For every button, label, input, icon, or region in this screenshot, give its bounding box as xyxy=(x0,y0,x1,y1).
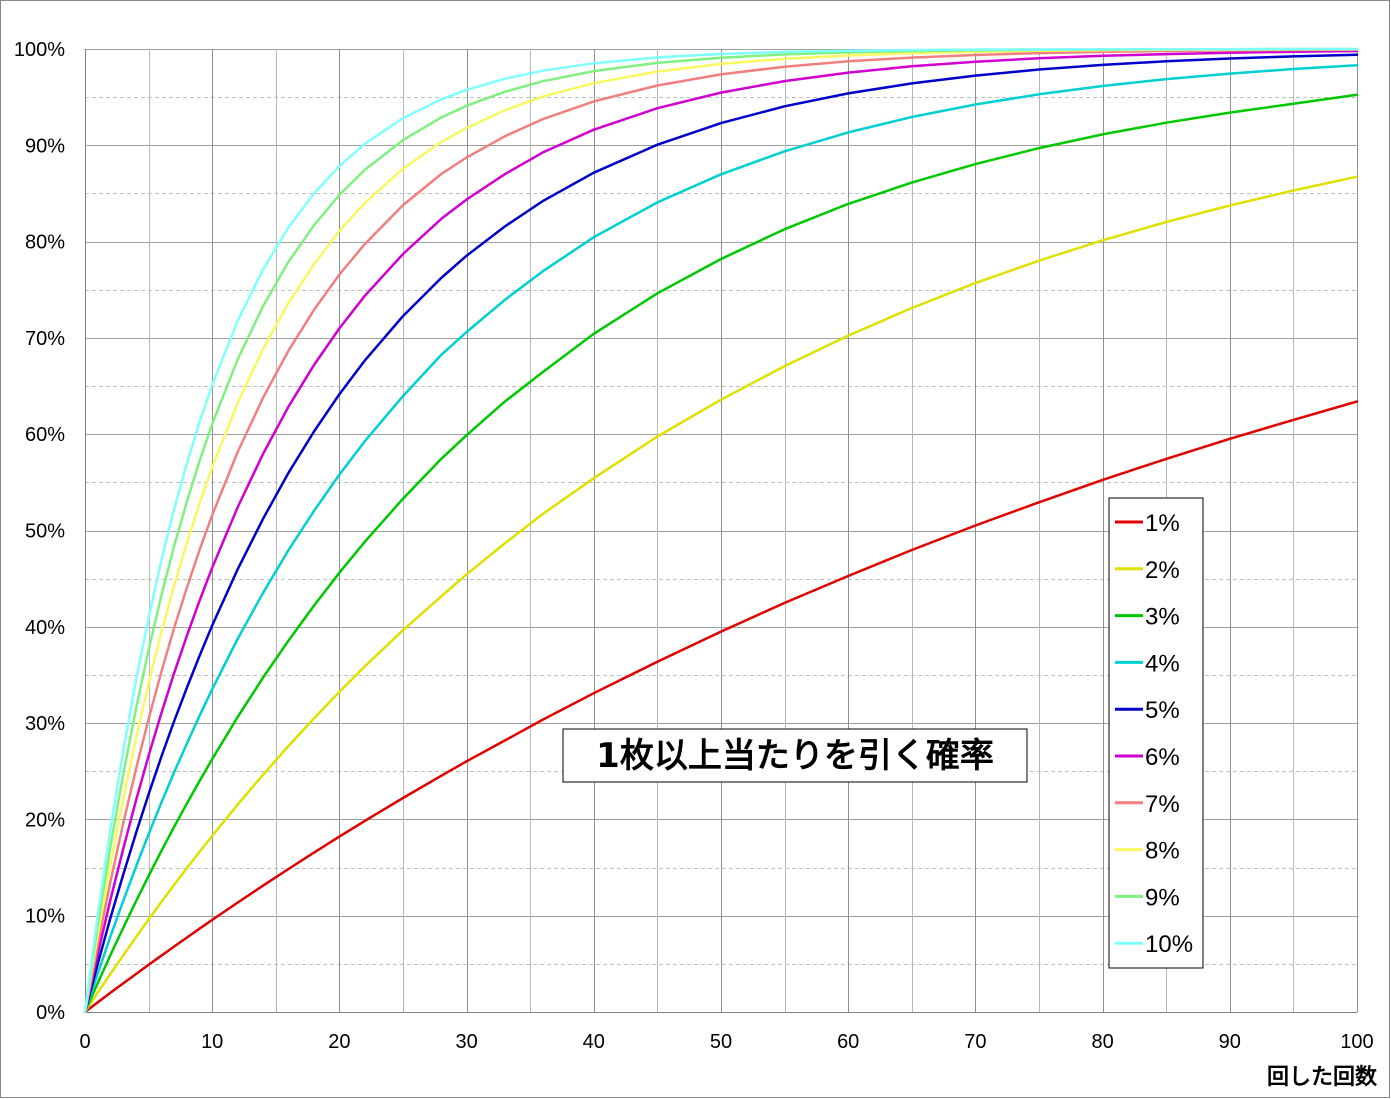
x-axis-label: 回した回数 xyxy=(1267,1064,1378,1090)
y-tick-label: 70% xyxy=(25,328,65,350)
y-tick-label: 30% xyxy=(25,713,65,735)
legend-label: 1% xyxy=(1145,510,1180,537)
x-tick-label: 0 xyxy=(79,1031,90,1053)
legend-label: 7% xyxy=(1145,791,1180,818)
y-tick-label: 100% xyxy=(14,39,65,61)
series-line-2% xyxy=(83,175,1359,1014)
series-line-5% xyxy=(83,53,1359,1014)
legend-label: 2% xyxy=(1145,557,1180,584)
x-tick-label: 80 xyxy=(1091,1031,1113,1053)
y-tick-label: 60% xyxy=(25,424,65,446)
x-tick-label: 90 xyxy=(1219,1031,1241,1053)
y-tick-label: 90% xyxy=(25,135,65,157)
legend-label: 8% xyxy=(1145,838,1180,865)
series-line-1% xyxy=(83,400,1359,1014)
y-tick-label: 0% xyxy=(36,1002,65,1024)
x-tick-label: 100 xyxy=(1340,1031,1373,1053)
y-tick-label: 20% xyxy=(25,809,65,831)
x-tick-label: 60 xyxy=(837,1031,859,1053)
legend-label: 10% xyxy=(1145,931,1193,958)
x-tick-label: 40 xyxy=(583,1031,605,1053)
y-tick-label: 40% xyxy=(25,617,65,639)
series-line-6% xyxy=(83,49,1359,1014)
grid xyxy=(85,49,1358,1013)
series-line-7% xyxy=(83,48,1359,1014)
chart-title-border xyxy=(562,728,1028,783)
chart-title-box: 1枚以上当たりを引く確率 xyxy=(562,728,1028,783)
x-tick-label: 20 xyxy=(328,1031,350,1053)
legend-label: 3% xyxy=(1145,604,1180,631)
legend-box xyxy=(1108,497,1204,969)
series-lines xyxy=(83,47,1359,1014)
x-tick-label: 30 xyxy=(455,1031,477,1053)
y-tick-label: 80% xyxy=(25,232,65,254)
series-line-3% xyxy=(83,93,1359,1014)
legend-label: 6% xyxy=(1145,744,1180,771)
legend-label: 9% xyxy=(1145,884,1180,911)
y-tick-label: 10% xyxy=(25,906,65,928)
series-line-10% xyxy=(83,47,1359,1014)
chart-title: 1枚以上当たりを引く確率 xyxy=(596,736,994,776)
axes: 0% 10% 20% 30% 40% 50% 60% 70% 80% 90% 100% 0 10 20 30… xyxy=(14,39,1374,1053)
x-tick-label: 70 xyxy=(964,1031,986,1053)
y-tick-label: 50% xyxy=(25,521,65,543)
x-tick-label: 50 xyxy=(710,1031,732,1053)
legend-label: 4% xyxy=(1145,650,1180,677)
legend-label: 5% xyxy=(1145,697,1180,724)
legend: 1% 2% 3% 4% 5% 6% 7% 8% 9% 10% xyxy=(1108,497,1204,969)
x-tick-label: 10 xyxy=(201,1031,223,1053)
series-line-4% xyxy=(83,64,1359,1014)
series-line-8% xyxy=(83,47,1359,1014)
